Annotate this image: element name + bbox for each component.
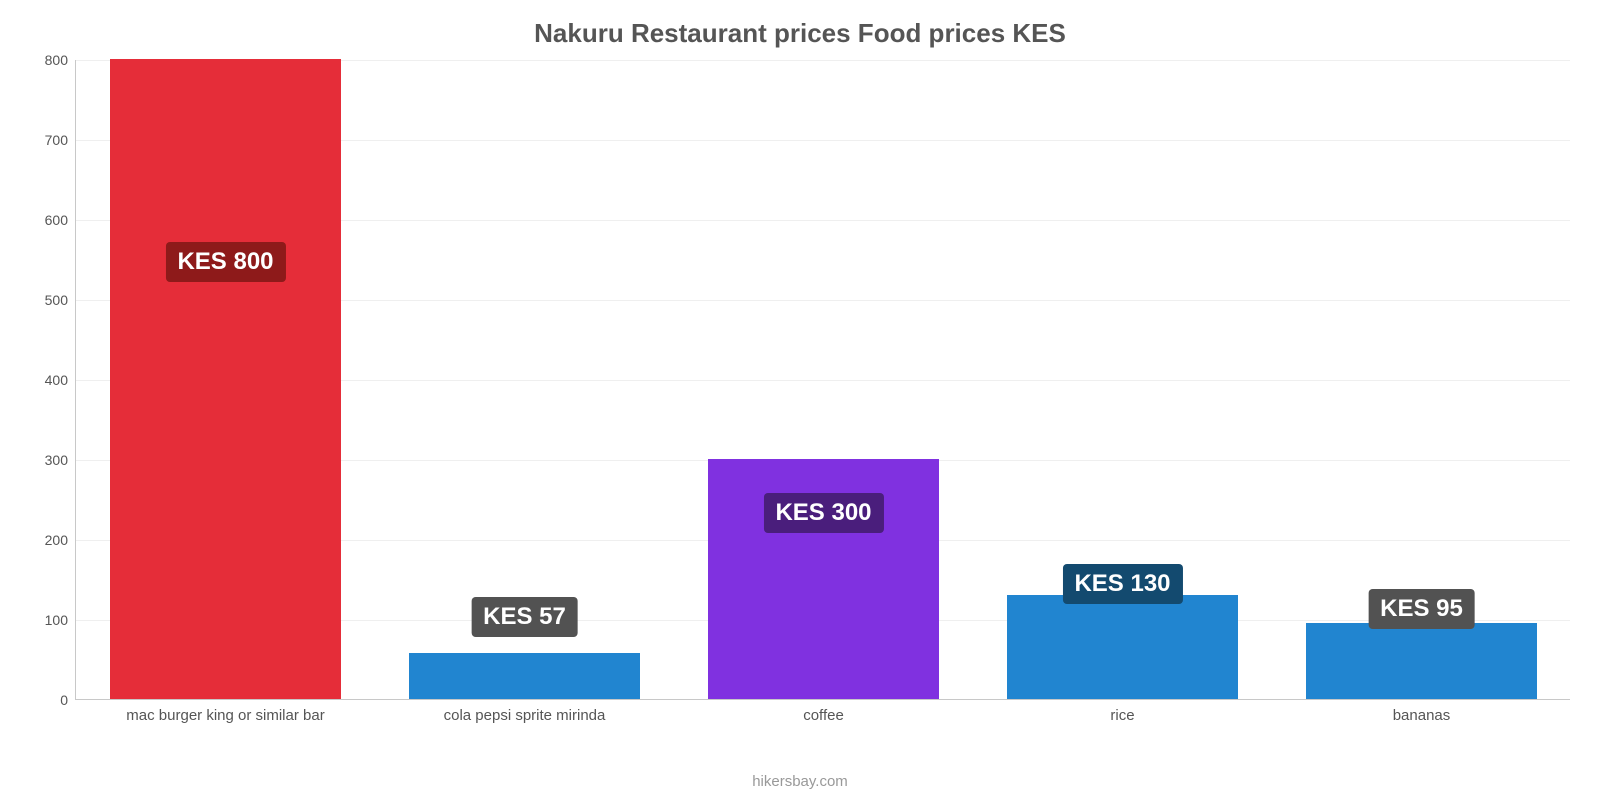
y-tick-label: 0: [60, 692, 76, 708]
bar: [1007, 595, 1237, 699]
bar-value-label: KES 95: [1368, 589, 1475, 629]
x-category-label: mac burger king or similar bar: [126, 699, 324, 724]
y-tick-label: 700: [45, 132, 76, 148]
y-tick-label: 300: [45, 452, 76, 468]
x-category-label: bananas: [1393, 699, 1451, 724]
y-tick-label: 600: [45, 212, 76, 228]
bar: [110, 59, 340, 699]
bar-value-label: KES 800: [165, 242, 285, 282]
x-category-label: rice: [1110, 699, 1134, 724]
plot-area: 0100200300400500600700800mac burger king…: [75, 60, 1570, 700]
bar-value-label: KES 57: [471, 597, 578, 637]
x-category-label: coffee: [803, 699, 844, 724]
y-tick-label: 800: [45, 52, 76, 68]
bar-value-label: KES 300: [763, 493, 883, 533]
bar: [1306, 623, 1536, 699]
y-tick-label: 200: [45, 532, 76, 548]
chart-footer: hikersbay.com: [0, 773, 1600, 790]
chart-title: Nakuru Restaurant prices Food prices KES: [0, 18, 1600, 49]
y-tick-label: 400: [45, 372, 76, 388]
x-category-label: cola pepsi sprite mirinda: [444, 699, 606, 724]
chart-container: Nakuru Restaurant prices Food prices KES…: [0, 0, 1600, 800]
y-tick-label: 100: [45, 612, 76, 628]
bar: [409, 653, 639, 699]
bar-value-label: KES 130: [1062, 564, 1182, 604]
y-tick-label: 500: [45, 292, 76, 308]
